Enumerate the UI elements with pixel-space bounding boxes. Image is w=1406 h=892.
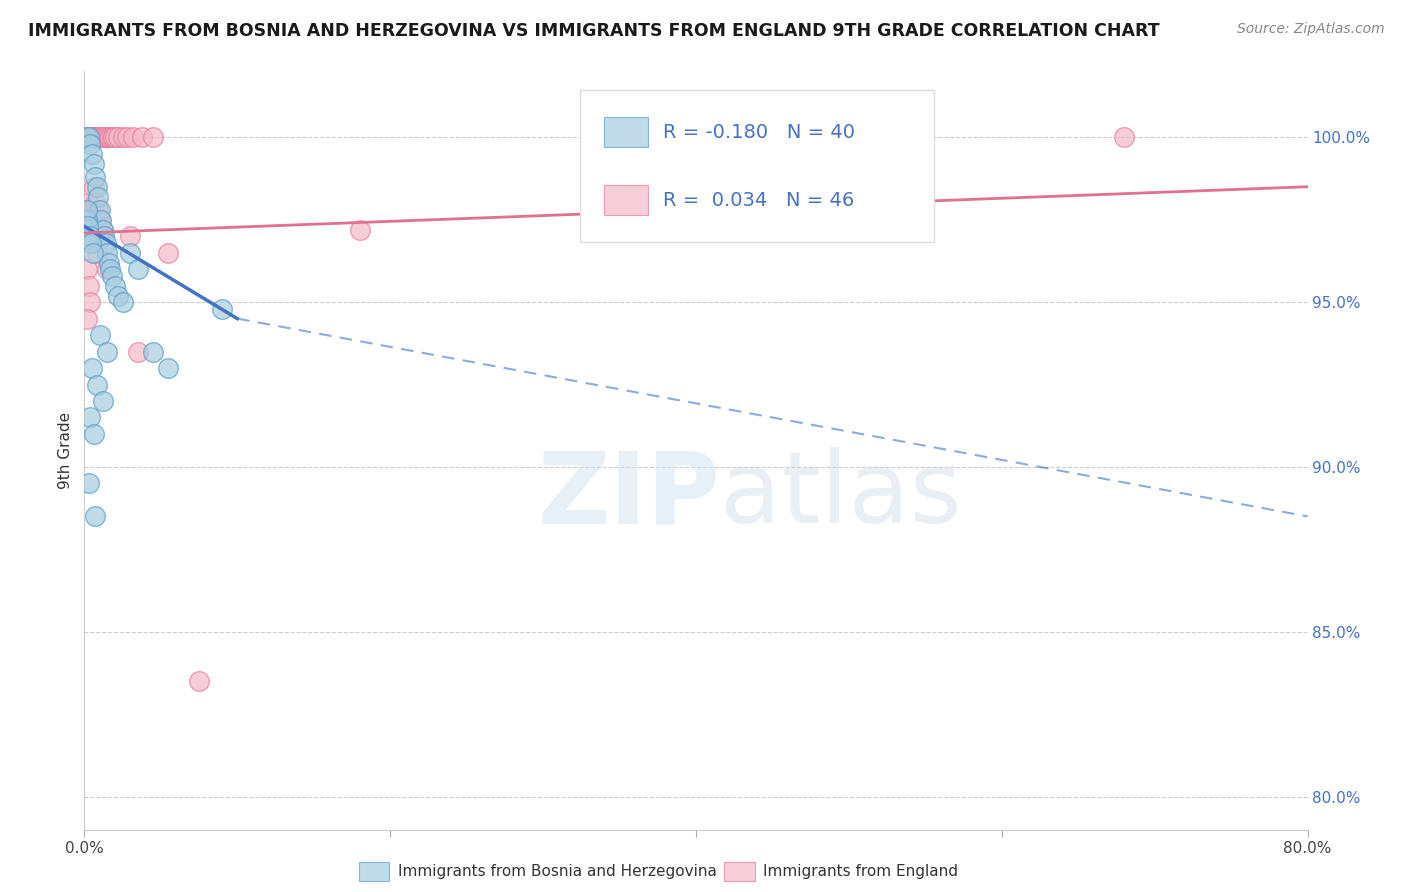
Point [96, 130, 118, 145]
Point [91, 222, 114, 236]
Point [94, 130, 117, 145]
Point [76, 130, 98, 145]
Point [80, 235, 103, 250]
Point [86, 245, 108, 260]
Point [79, 295, 101, 310]
Point [157, 245, 180, 260]
Text: Source: ZipAtlas.com: Source: ZipAtlas.com [1237, 22, 1385, 37]
Point [77, 130, 100, 145]
Point [101, 268, 124, 283]
Point [188, 674, 211, 689]
Point [84, 196, 107, 211]
Point [142, 344, 165, 359]
Point [87, 202, 110, 217]
Point [89, 130, 111, 145]
Point [90, 130, 112, 145]
Point [83, 427, 105, 442]
Point [1114, 130, 1136, 145]
Point [98, 262, 121, 277]
Point [94, 235, 117, 250]
Point [89, 212, 111, 227]
FancyBboxPatch shape [605, 186, 648, 216]
Point [93, 130, 115, 145]
Point [96, 344, 118, 359]
Point [91, 222, 114, 236]
Point [157, 361, 180, 376]
Point [79, 410, 101, 425]
Point [90, 212, 112, 227]
Text: Immigrants from Bosnia and Herzegovina: Immigrants from Bosnia and Herzegovina [398, 864, 717, 879]
Point [76, 311, 98, 326]
Point [80, 229, 103, 244]
Point [76, 262, 98, 277]
Point [115, 130, 138, 145]
Point [103, 130, 125, 145]
Text: Immigrants from England: Immigrants from England [763, 864, 959, 879]
Point [87, 130, 110, 145]
Point [91, 394, 114, 409]
Point [76, 212, 98, 227]
Point [104, 130, 127, 145]
Point [77, 196, 100, 211]
Point [120, 229, 142, 244]
Point [111, 295, 134, 310]
Text: R =  0.034   N = 46: R = 0.034 N = 46 [664, 191, 855, 210]
Point [86, 377, 108, 392]
Point [89, 202, 111, 217]
Point [111, 130, 134, 145]
Point [77, 219, 100, 234]
Point [79, 212, 101, 227]
Point [76, 130, 98, 145]
Text: IMMIGRANTS FROM BOSNIA AND HERZEGOVINA VS IMMIGRANTS FROM ENGLAND 9TH GRADE CORR: IMMIGRANTS FROM BOSNIA AND HERZEGOVINA V… [28, 22, 1160, 40]
Point [104, 278, 127, 293]
Point [93, 229, 115, 244]
Point [89, 328, 111, 343]
Point [96, 262, 118, 277]
Point [211, 301, 233, 316]
Point [80, 361, 103, 376]
Point [349, 222, 371, 236]
Point [83, 130, 105, 145]
Point [80, 130, 103, 145]
Point [83, 179, 105, 194]
Point [98, 130, 121, 145]
Text: R = -0.180   N = 40: R = -0.180 N = 40 [664, 122, 855, 142]
Point [79, 130, 101, 145]
Point [75, 130, 97, 145]
Point [82, 245, 104, 260]
Point [77, 476, 100, 491]
Point [77, 278, 100, 293]
Point [83, 156, 105, 170]
Point [97, 130, 120, 145]
Point [80, 146, 103, 161]
Point [96, 245, 118, 260]
Text: ZIP: ZIP [537, 448, 720, 544]
Point [79, 136, 101, 151]
Point [101, 130, 124, 145]
Point [84, 130, 107, 145]
Point [84, 509, 107, 524]
Point [91, 130, 114, 145]
Point [84, 169, 107, 184]
Point [97, 255, 120, 269]
Y-axis label: 9th Grade: 9th Grade [58, 412, 73, 489]
Text: atlas: atlas [720, 448, 962, 544]
Point [131, 130, 153, 145]
Point [79, 229, 101, 244]
Point [107, 288, 129, 302]
Point [107, 130, 129, 145]
Point [142, 130, 165, 145]
Point [86, 179, 108, 194]
FancyBboxPatch shape [579, 90, 935, 242]
Point [76, 202, 98, 217]
Point [77, 130, 100, 145]
Point [127, 344, 149, 359]
Point [122, 130, 145, 145]
Point [86, 130, 108, 145]
Point [87, 189, 110, 203]
Point [127, 262, 149, 277]
FancyBboxPatch shape [605, 117, 648, 147]
Point [120, 245, 142, 260]
